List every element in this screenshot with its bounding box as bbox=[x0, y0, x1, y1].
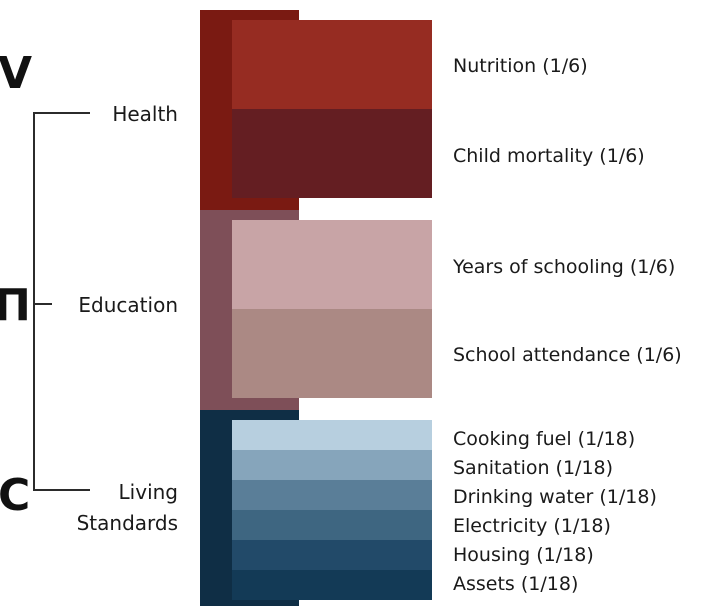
indicator-bar-drinking-water bbox=[232, 480, 432, 510]
indicator-bar-nutrition bbox=[232, 20, 432, 109]
indicator-bar-school-attendance bbox=[232, 309, 432, 398]
indicator-label-drinking-water: Drinking water (1/18) bbox=[453, 486, 657, 508]
indicator-label-nutrition: Nutrition (1/6) bbox=[453, 55, 588, 77]
indicator-bar-housing bbox=[232, 540, 432, 570]
dimension-bracket bbox=[33, 112, 90, 491]
indicator-label-assets: Assets (1/18) bbox=[453, 573, 578, 595]
indicator-label-cooking-fuel: Cooking fuel (1/18) bbox=[453, 428, 635, 450]
indicator-bar-assets bbox=[232, 570, 432, 600]
dimension-label-health: Health bbox=[112, 102, 178, 126]
indicator-label-electricity: Electricity (1/18) bbox=[453, 515, 611, 537]
indicator-bar-electricity bbox=[232, 510, 432, 540]
dimension-label-education: Education bbox=[78, 293, 178, 317]
indicator-label-school-attendance: School attendance (1/6) bbox=[453, 344, 682, 366]
indicator-label-years-of-schooling: Years of schooling (1/6) bbox=[452, 256, 675, 278]
background-text-fragment-middle: П bbox=[0, 280, 31, 331]
indicator-bar-child-mortality bbox=[232, 109, 432, 198]
background-text-fragment-top: V bbox=[0, 48, 32, 99]
indicator-bar-sanitation bbox=[232, 450, 432, 480]
indicator-bar-years-of-schooling bbox=[232, 220, 432, 309]
dimension-label-living-line1: Living bbox=[119, 480, 178, 504]
background-text-fragment-bottom: C bbox=[0, 470, 30, 521]
indicator-label-housing: Housing (1/18) bbox=[453, 544, 594, 566]
indicator-bar-cooking-fuel bbox=[232, 420, 432, 450]
dimension-label-living-line2: Standards bbox=[77, 511, 178, 535]
indicator-label-sanitation: Sanitation (1/18) bbox=[453, 457, 613, 479]
indicator-label-child-mortality: Child mortality (1/6) bbox=[453, 145, 645, 167]
